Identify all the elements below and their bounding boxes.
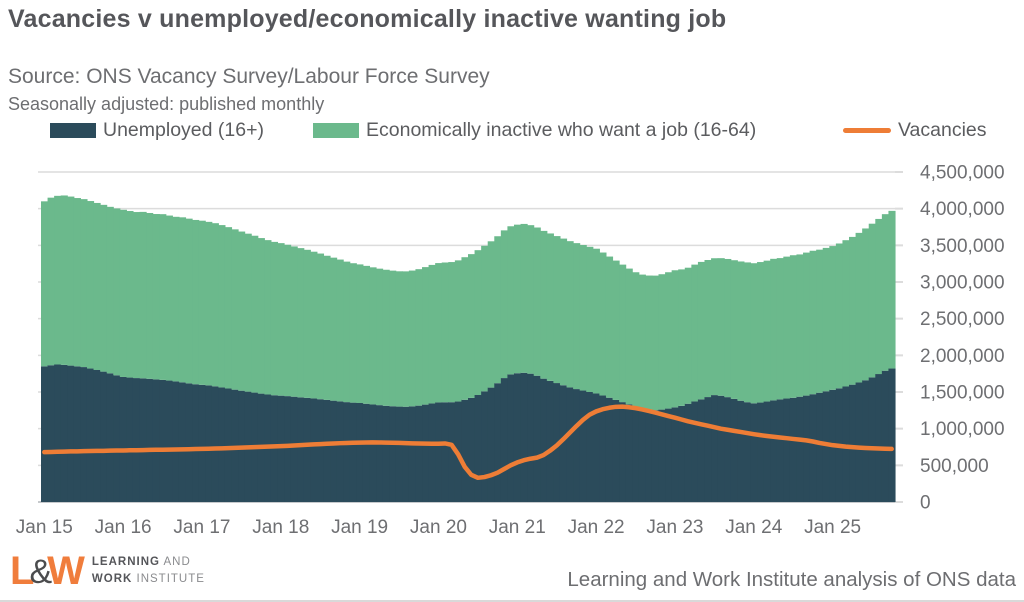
svg-text:Jan 21: Jan 21 bbox=[489, 517, 546, 538]
svg-text:Jan 25: Jan 25 bbox=[804, 517, 861, 538]
svg-text:2,000,000: 2,000,000 bbox=[920, 346, 1005, 367]
vacancies-line-swatch-icon bbox=[843, 128, 891, 133]
svg-text:0: 0 bbox=[920, 493, 931, 514]
bottom-divider bbox=[0, 600, 1024, 602]
svg-text:Jan 17: Jan 17 bbox=[173, 517, 230, 538]
svg-text:4,500,000: 4,500,000 bbox=[920, 163, 1005, 184]
svg-text:Jan 22: Jan 22 bbox=[568, 517, 625, 538]
unemployed-swatch-icon bbox=[50, 123, 96, 138]
svg-text:3,000,000: 3,000,000 bbox=[920, 273, 1005, 294]
svg-text:Jan 20: Jan 20 bbox=[410, 517, 467, 538]
legend-item-vacancies: Vacancies bbox=[843, 119, 987, 142]
svg-text:500,000: 500,000 bbox=[920, 456, 989, 477]
svg-text:Jan 18: Jan 18 bbox=[252, 517, 309, 538]
svg-text:1,500,000: 1,500,000 bbox=[920, 383, 1005, 404]
legend-label-vacancies: Vacancies bbox=[898, 119, 987, 141]
legend-label-unemployed: Unemployed (16+) bbox=[103, 119, 264, 141]
inactive-swatch-icon bbox=[313, 123, 359, 138]
svg-text:Jan 16: Jan 16 bbox=[95, 517, 152, 538]
svg-text:3,500,000: 3,500,000 bbox=[920, 236, 1005, 257]
legend-label-inactive: Economically inactive who want a job (16… bbox=[366, 119, 757, 141]
svg-text:4,000,000: 4,000,000 bbox=[920, 199, 1005, 220]
legend-item-inactive: Economically inactive who want a job (16… bbox=[313, 119, 756, 142]
svg-text:Jan 19: Jan 19 bbox=[331, 517, 388, 538]
chart-note: Seasonally adjusted: published monthly bbox=[8, 94, 325, 114]
svg-text:Jan 23: Jan 23 bbox=[646, 517, 703, 538]
svg-text:2,500,000: 2,500,000 bbox=[920, 309, 1005, 330]
legend-item-unemployed: Unemployed (16+) bbox=[50, 119, 264, 142]
lw-logo-text: LEARNING AND WORK INSTITUTE bbox=[91, 556, 205, 585]
chart-title: Vacancies v unemployed/economically inac… bbox=[8, 5, 727, 33]
svg-text:1,000,000: 1,000,000 bbox=[920, 419, 1005, 440]
svg-text:Jan 24: Jan 24 bbox=[725, 517, 782, 538]
lw-logo-mark-icon: L&W bbox=[10, 549, 85, 593]
lw-institute-logo: L&W LEARNING AND WORK INSTITUTE bbox=[10, 551, 205, 591]
chart-legend: Unemployed (16+) Economically inactive w… bbox=[0, 119, 1024, 145]
svg-text:Jan 15: Jan 15 bbox=[16, 517, 73, 538]
analysis-credit: Learning and Work Institute analysis of … bbox=[567, 568, 1016, 591]
chart-source: Source: ONS Vacancy Survey/Labour Force … bbox=[8, 65, 490, 88]
